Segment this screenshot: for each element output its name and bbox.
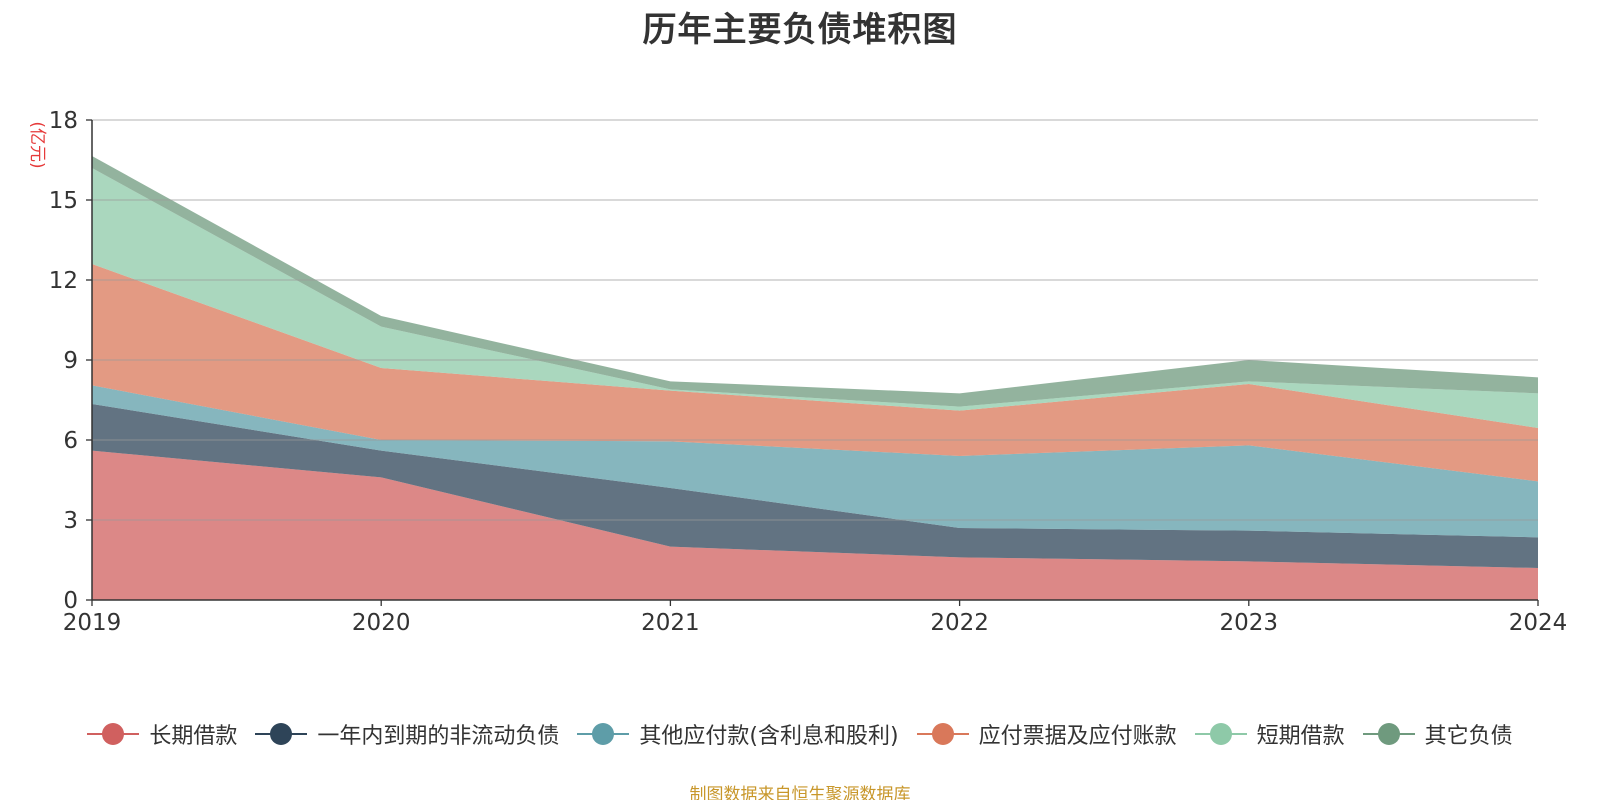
y-tick-label: 3 bbox=[63, 508, 78, 534]
legend-label: 短期借款 bbox=[1256, 724, 1345, 749]
legend-dot bbox=[1377, 723, 1400, 745]
legend-item-5[interactable]: 其它负债 bbox=[1362, 718, 1513, 750]
y-tick-label: 15 bbox=[49, 188, 78, 214]
legend-label: 应付票据及应付账款 bbox=[978, 724, 1177, 749]
legend-swatch bbox=[1194, 722, 1247, 746]
y-tick-label: 18 bbox=[49, 108, 78, 134]
area-series-5 bbox=[92, 156, 1538, 407]
y-tick-label: 9 bbox=[63, 348, 78, 374]
legend-item-0[interactable]: 长期借款 bbox=[87, 718, 237, 750]
legend-swatch bbox=[577, 722, 630, 746]
legend-dot bbox=[1209, 723, 1232, 745]
x-tick-label: 2024 bbox=[1509, 610, 1568, 636]
y-tick-label: 6 bbox=[63, 428, 78, 454]
area-series-4 bbox=[92, 168, 1538, 428]
area-series-3 bbox=[92, 264, 1538, 482]
legend-dot bbox=[931, 723, 954, 745]
chart-title: 历年主要负债堆积图 bbox=[642, 10, 958, 50]
legend-item-1[interactable]: 一年内到期的非流动负债 bbox=[255, 718, 559, 750]
legend-label: 长期借款 bbox=[149, 724, 238, 749]
legend-label: 其它负债 bbox=[1424, 724, 1513, 749]
x-tick-label: 2022 bbox=[930, 610, 989, 636]
x-tick-label: 2020 bbox=[352, 610, 411, 636]
legend-swatch bbox=[916, 722, 969, 746]
legend-swatch bbox=[87, 722, 140, 746]
area-series-2 bbox=[92, 385, 1538, 538]
data-source-note: 制图数据来自恒生聚源数据库 bbox=[689, 785, 911, 800]
legend-swatch bbox=[255, 722, 308, 746]
area-series-1 bbox=[92, 404, 1538, 568]
area-series-0 bbox=[92, 450, 1538, 600]
legend-swatch bbox=[1362, 722, 1415, 746]
x-tick-label: 2019 bbox=[63, 610, 122, 636]
legend-label: 其他应付款(含利息和股利) bbox=[639, 724, 899, 749]
chart-legend: 长期借款 一年内到期的非流动负债 其他应付款(含利息和股利) 应付票据及应付账款 短期借… bbox=[0, 718, 1600, 750]
legend-item-2[interactable]: 其他应付款(含利息和股利) bbox=[577, 718, 899, 750]
legend-label: 一年内到期的非流动负债 bbox=[317, 724, 560, 749]
x-tick-label: 2023 bbox=[1220, 610, 1279, 636]
y-tick-label: 12 bbox=[49, 268, 78, 294]
y-axis-label: (亿元) bbox=[27, 121, 47, 168]
legend-dot bbox=[102, 723, 125, 745]
y-tick-label: 0 bbox=[63, 588, 78, 614]
legend-dot bbox=[592, 723, 615, 745]
x-tick-label: 2021 bbox=[641, 610, 700, 636]
legend-item-4[interactable]: 短期借款 bbox=[1194, 718, 1345, 750]
legend-dot bbox=[270, 723, 293, 745]
legend-item-3[interactable]: 应付票据及应付账款 bbox=[916, 718, 1177, 750]
